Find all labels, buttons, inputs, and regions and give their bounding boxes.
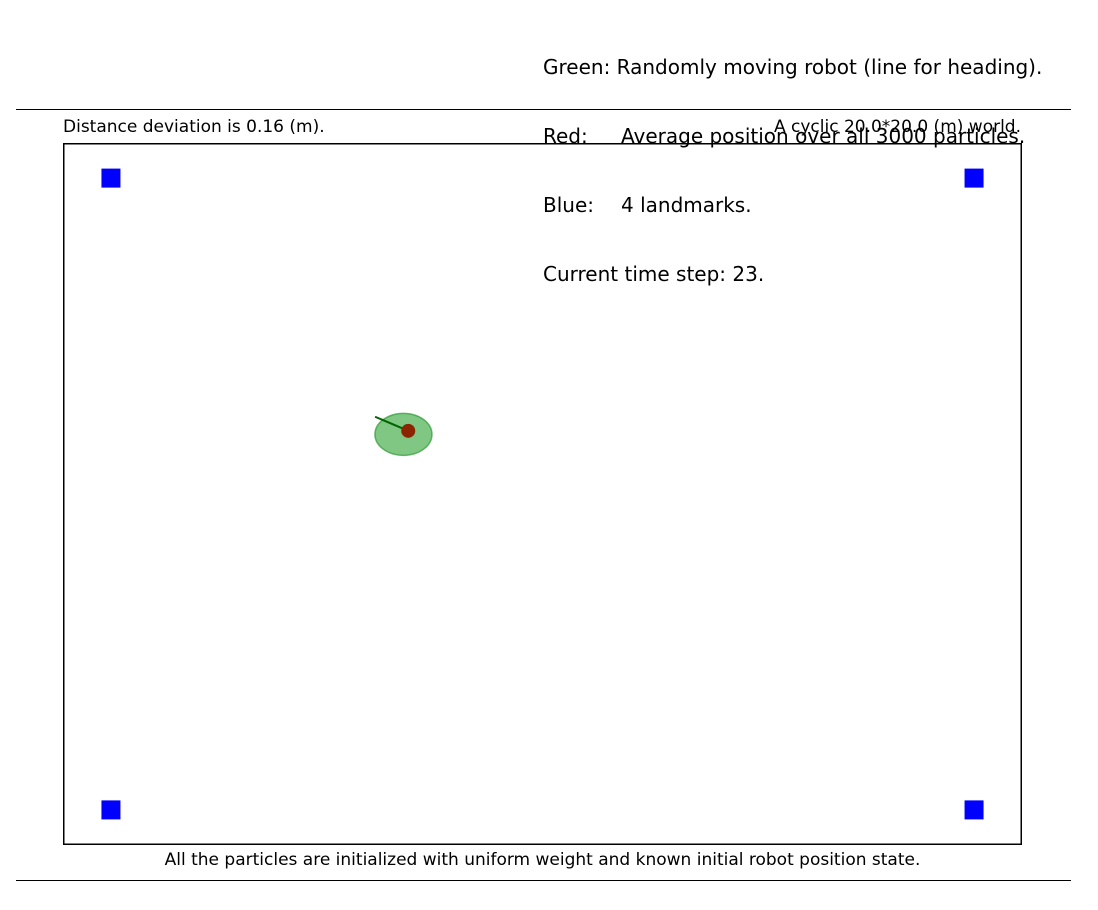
- legend-green-text: Randomly moving robot (line for heading)…: [616, 55, 1043, 79]
- top-divider: [16, 109, 1071, 110]
- landmark-4: [964, 800, 984, 820]
- legend-blue-text: 4 landmarks.: [621, 193, 752, 217]
- legend-red-text: Average position over all 3000 particles…: [621, 124, 1026, 148]
- landmark-2: [964, 168, 984, 188]
- world-frame: [63, 143, 1022, 845]
- legend-blue-line: Blue: 4 landmarks.: [543, 194, 1042, 217]
- legend-green-key: Green:: [543, 55, 611, 79]
- legend: Green: Randomly moving robot (line for h…: [543, 10, 1042, 309]
- legend-blue-key: Blue:: [543, 193, 594, 217]
- time-step-text: Current time step: 23.: [543, 262, 765, 286]
- landmark-3: [101, 800, 121, 820]
- legend-red-line: Red: Average position over all 3000 parti…: [543, 125, 1042, 148]
- legend-green-line: Green: Randomly moving robot (line for h…: [543, 56, 1042, 79]
- legend-red-key: Red:: [543, 124, 588, 148]
- distance-deviation-text: Distance deviation is 0.16 (m).: [63, 117, 325, 137]
- world-canvas: [63, 143, 1022, 845]
- landmarks-group: [101, 168, 984, 820]
- world-size-text: A cyclic 20.0*20.0 (m) world.: [773, 117, 1021, 137]
- landmark-1: [101, 168, 121, 188]
- particle-mean-marker: [401, 423, 416, 438]
- footer-caption: All the particles are initialized with u…: [164, 850, 921, 870]
- bottom-divider: [16, 880, 1071, 881]
